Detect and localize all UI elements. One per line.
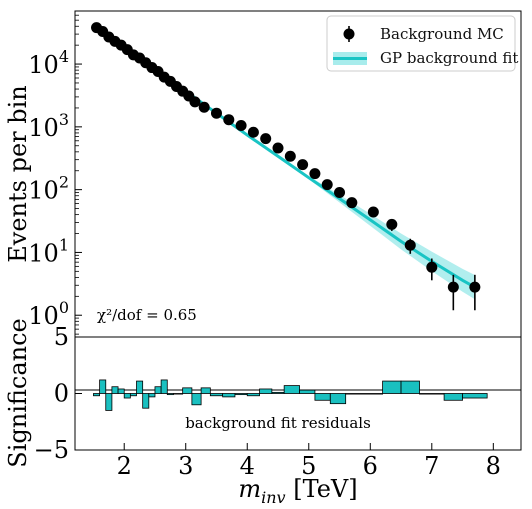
legend-box (326, 15, 516, 72)
x-tick-label: 2 (117, 452, 132, 480)
main-y-tick-label: 104 (28, 47, 69, 79)
residual-bar (259, 388, 273, 394)
residual-bar (234, 393, 248, 396)
x-tick-label: 8 (486, 452, 501, 480)
residuals-annotation: background fit residuals (185, 414, 371, 432)
residual-bar (283, 385, 300, 394)
legend: Background MC GP background fit (326, 15, 518, 72)
residual-bar (154, 386, 162, 394)
residual-bar (129, 393, 137, 397)
residual-bar (209, 393, 224, 397)
x-axis-label: minv [TeV] (238, 475, 357, 507)
residual-panel: −5 0 5 2 3 4 5 6 7 8 Significance background fit… (4, 318, 522, 507)
residual-bar (173, 393, 184, 395)
data-point (309, 168, 321, 180)
residual-bar (117, 388, 125, 394)
main-panel: 100 101 102 103 104 Events per bin χ²/dof = … (4, 10, 522, 338)
residual-bar (419, 393, 445, 395)
data-point (469, 281, 481, 293)
main-y-ticks: 100 101 102 103 104 (28, 10, 82, 335)
legend-entry-gp-fit: GP background fit (380, 49, 518, 67)
x-tick-label: 5 (301, 452, 316, 480)
residual-bars (93, 379, 488, 411)
residual-bar (271, 391, 285, 394)
residual-bar (142, 393, 150, 409)
data-point (198, 101, 210, 113)
residual-bar (111, 386, 119, 394)
data-point (334, 187, 346, 199)
x-tick-label: 7 (424, 452, 439, 480)
legend-data-marker (343, 28, 355, 40)
residual-y-tick-label: −5 (34, 436, 69, 464)
data-point (321, 179, 333, 191)
data-point (260, 133, 272, 145)
data-point (284, 150, 296, 162)
main-y-label: Events per bin (4, 85, 32, 263)
residual-bar (148, 393, 156, 398)
x-tick-label: 4 (240, 452, 255, 480)
residual-bar (462, 393, 488, 399)
main-y-tick-label: 100 (28, 298, 69, 330)
data-points (91, 22, 481, 311)
data-point (189, 96, 201, 108)
residual-y-tick-label: 0 (54, 380, 69, 408)
data-point (235, 120, 247, 132)
data-point (404, 239, 416, 251)
residual-bar (166, 393, 174, 396)
data-point (367, 206, 379, 218)
data-point (210, 107, 222, 119)
x-tick-label: 3 (178, 452, 193, 480)
residual-y-label: Significance (4, 318, 32, 467)
x-tick-label: 6 (363, 452, 378, 480)
residual-bar (443, 393, 463, 401)
residual-bar (200, 387, 211, 394)
data-point (346, 197, 358, 209)
data-point (386, 218, 398, 230)
residual-bar (314, 393, 331, 401)
main-y-tick-label: 103 (28, 110, 69, 142)
residual-bar (400, 380, 420, 394)
residual-bar (182, 387, 193, 394)
residual-bar (105, 393, 113, 411)
x-ticks: 2 3 4 5 6 7 8 (117, 443, 501, 480)
residual-bar (345, 393, 383, 395)
data-point (297, 159, 309, 171)
residual-bar (160, 379, 168, 394)
residual-y-tick-label: 5 (54, 323, 69, 351)
data-point (247, 126, 259, 138)
main-y-tick-label: 101 (28, 235, 69, 267)
residual-bar (329, 393, 347, 405)
residual-bar (222, 393, 236, 398)
residual-y-ticks: −5 0 5 (34, 323, 82, 464)
residual-bar (382, 380, 402, 394)
residual-bar (246, 393, 260, 397)
data-point (426, 261, 438, 273)
residual-bar (191, 393, 202, 406)
chi2-annotation: χ²/dof = 0.65 (97, 306, 197, 324)
legend-entry-background-mc: Background MC (380, 25, 504, 43)
residual-bar (123, 393, 131, 399)
residual-bar (136, 380, 144, 394)
data-point (223, 114, 235, 126)
residual-bar (299, 389, 316, 394)
residual-bar (93, 393, 101, 397)
main-y-tick-label: 102 (28, 173, 69, 205)
data-point (272, 142, 284, 154)
data-point (447, 281, 459, 293)
residual-bar (99, 379, 107, 394)
